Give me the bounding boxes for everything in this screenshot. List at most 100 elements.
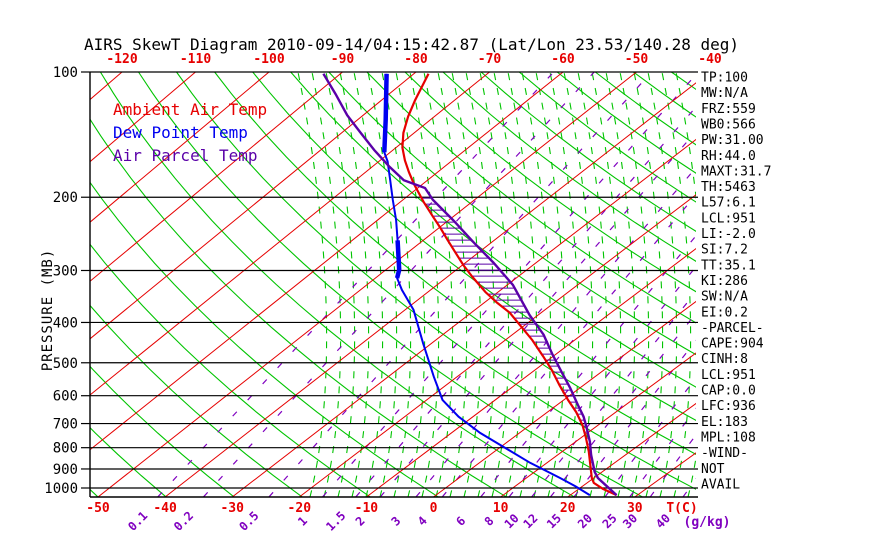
stat-line: LFC:936 — [701, 399, 756, 414]
stat-line: MPL:108 — [701, 430, 756, 445]
top-temp-label: -50 — [625, 52, 649, 67]
dry-adiabat-line — [90, 365, 235, 498]
stat-line: PW:31.00 — [701, 133, 764, 148]
temp-unit-label: T(C) — [666, 501, 697, 516]
dry-adiabat-line — [404, 71, 696, 293]
bottom-temp-label: 30 — [627, 501, 643, 516]
isotherm-line — [90, 71, 343, 282]
dry-adiabat-line — [480, 71, 696, 232]
stat-line: L57:6.1 — [701, 196, 756, 211]
stat-line: SW:N/A — [701, 290, 748, 305]
isotherm-line — [433, 300, 696, 498]
isotherm-line — [97, 71, 637, 498]
isotherm-line — [90, 71, 196, 163]
saturated-layer-segment — [394, 240, 402, 279]
axes — [81, 71, 698, 498]
isotherm-line — [90, 71, 123, 101]
dry-adiabat-line — [366, 71, 696, 324]
top-temp-label: -40 — [698, 52, 722, 67]
stat-line: SI:7.2 — [701, 243, 748, 258]
mixing-ratio-label: 3 — [389, 514, 404, 529]
stat-line: CAP:0.0 — [701, 384, 756, 399]
pressure-tick-label: 100 — [53, 65, 78, 81]
dry-adiabat-line — [290, 71, 696, 388]
dew-point-curve — [383, 73, 591, 496]
stat-line: TH:5463 — [701, 180, 756, 195]
top-temp-label: -90 — [331, 52, 355, 67]
mixing-ratio-line — [203, 71, 595, 498]
mixing-ratio-line — [508, 265, 696, 498]
moist-adiabat-line — [549, 71, 580, 498]
moist-adiabat-line — [437, 71, 468, 498]
isotherm-line — [231, 138, 696, 498]
stat-line: -WIND- — [701, 446, 748, 461]
pressure-tick-label: 400 — [53, 315, 78, 331]
saturated-layer-segment — [382, 73, 389, 153]
stat-line: TT:35.1 — [701, 258, 756, 273]
moist-adiabat-line — [297, 71, 328, 498]
moist-adiabat-line — [451, 71, 482, 498]
stat-line: EI:0.2 — [701, 305, 748, 320]
mixing-ratio-label: 25 — [600, 511, 620, 531]
isotherm-line — [366, 248, 696, 498]
dry-adiabat-line — [90, 118, 507, 498]
parcel-temp-curve — [322, 73, 618, 496]
dry-adiabat-line — [90, 243, 371, 498]
pressure-tick-label: 800 — [53, 441, 78, 457]
stat-line: LI:-2.0 — [701, 227, 756, 242]
cape-hatch-area — [422, 197, 593, 469]
bottom-temp-label: -20 — [288, 501, 312, 516]
background-grid — [90, 71, 696, 498]
bottom-temp-label: 10 — [493, 501, 509, 516]
dry-adiabat-line — [99, 71, 575, 498]
pressure-tick-label: 500 — [53, 356, 78, 372]
top-temp-label: -70 — [478, 52, 502, 67]
mixing-ratio-line — [268, 71, 653, 498]
pressure-tick-label: 600 — [53, 389, 78, 405]
mixing-ratio-label: 6 — [453, 514, 468, 529]
bottom-temp-label: -10 — [355, 501, 379, 516]
isotherm-line — [567, 402, 696, 498]
stat-line: TP:100 — [701, 71, 748, 86]
dry-adiabat-line — [594, 71, 696, 146]
sounding-curves — [322, 73, 618, 497]
dry-adiabat-line — [214, 71, 696, 456]
dry-adiabat-line — [556, 71, 696, 174]
pressure-tick-label: 900 — [53, 462, 78, 478]
top-temp-label: -110 — [180, 52, 211, 67]
mixing-ratio-label: 1.5 — [323, 509, 348, 534]
top-temp-label: -120 — [106, 52, 137, 67]
top-temp-label: -80 — [404, 52, 428, 67]
stat-line: RH:44.0 — [701, 149, 756, 164]
stat-line: EL:183 — [701, 415, 748, 430]
legend-ambient-air-temp: Ambient Air Temp — [113, 100, 267, 119]
legend-air-parcel-temp: Air Parcel Temp — [113, 146, 258, 165]
mixing-ratio-line — [157, 71, 555, 498]
dry-adiabat-line — [90, 181, 439, 498]
stat-line: LCL:951 — [701, 368, 756, 383]
isotherm-line — [90, 71, 564, 451]
moist-adiabat-line — [647, 71, 678, 498]
isotherm-line — [90, 71, 417, 340]
mixing-ratio-label: 12 — [520, 511, 540, 531]
dry-adiabat-line — [518, 71, 696, 203]
moist-adiabat-line — [311, 71, 342, 498]
moist-adiabat-line — [605, 71, 636, 498]
mixing-ratio-label: 20 — [575, 511, 595, 531]
bottom-temp-label: -30 — [220, 501, 244, 516]
isotherm-line — [164, 82, 696, 498]
bottom-temp-label: 0 — [430, 501, 438, 516]
top-temp-label: -60 — [551, 52, 575, 67]
dry-adiabat-line — [176, 71, 696, 490]
bottom-temp-label: 20 — [560, 501, 576, 516]
stat-line: FRZ:559 — [701, 102, 756, 117]
pressure-tick-label: 700 — [53, 417, 78, 433]
stats-panel: TP:100MW:N/AFRZ:559WB0:566PW:31.00RH:44.… — [701, 71, 771, 493]
legend-dew-point-temp: Dew Point Temp — [113, 123, 248, 142]
moist-adiabat-line — [535, 71, 566, 498]
stat-line: MW:N/A — [701, 86, 748, 101]
stat-line: MAXT:31.7 — [701, 164, 771, 179]
moist-adiabat-line — [521, 71, 552, 498]
isotherm-line — [298, 194, 696, 498]
